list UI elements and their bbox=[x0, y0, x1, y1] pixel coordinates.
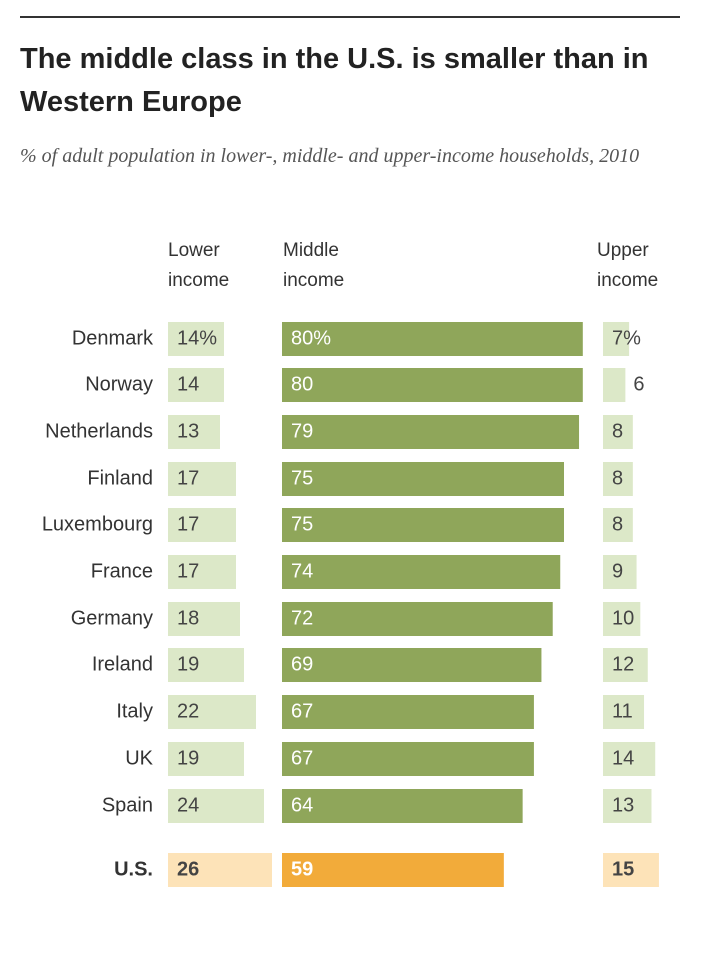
country-label-denmark: Denmark bbox=[72, 327, 154, 349]
lower-income-bar-france bbox=[168, 555, 236, 589]
middle-income-bar-uk bbox=[282, 742, 534, 776]
middle-income-label-luxembourg: 75 bbox=[291, 513, 313, 535]
upper-income-bar-uk bbox=[603, 742, 656, 776]
chart-subtitle: % of adult population in lower-, middle-… bbox=[20, 145, 640, 167]
upper-income-bar-italy bbox=[603, 695, 645, 729]
upper-income-bar-finland bbox=[603, 462, 633, 496]
upper-income-bar-france bbox=[603, 555, 637, 589]
lower-income-label-spain: 24 bbox=[177, 794, 199, 816]
chart-title: The middle class in the U.S. is smaller … bbox=[20, 43, 649, 118]
country-label-germany: Germany bbox=[71, 607, 153, 629]
middle-income-bar-finland bbox=[282, 462, 564, 496]
lower-income-label-u-s: 26 bbox=[177, 858, 199, 880]
upper-income-label-uk: 14 bbox=[612, 747, 634, 769]
upper-income-bar-ireland bbox=[603, 648, 648, 682]
lower-income-bar-netherlands bbox=[168, 415, 220, 449]
lower-income-bar-ireland bbox=[168, 648, 244, 682]
upper-income-bar-spain bbox=[603, 789, 652, 823]
country-label-uk: UK bbox=[125, 747, 153, 769]
lower-income-bar-italy bbox=[168, 695, 256, 729]
top-rule bbox=[20, 16, 680, 18]
country-label-france: France bbox=[91, 560, 153, 582]
upper-income-label-italy: 11 bbox=[612, 700, 633, 722]
lower-income-label-italy: 22 bbox=[177, 700, 199, 722]
upper-income-bar-germany bbox=[603, 602, 641, 636]
middle-income-bar-germany bbox=[282, 602, 553, 636]
upper-income-bar-luxembourg bbox=[603, 508, 633, 542]
lower-income-label-ireland: 19 bbox=[177, 653, 199, 675]
middle-income-bar-norway bbox=[282, 368, 583, 402]
lower-income-label-luxembourg: 17 bbox=[177, 513, 199, 535]
middle-income-bar-ireland bbox=[282, 648, 542, 682]
country-label-norway: Norway bbox=[85, 373, 153, 395]
middle-income-label-denmark: 80% bbox=[291, 327, 331, 349]
middle-income-bar-denmark bbox=[282, 322, 583, 356]
upper-income-bar-u-s bbox=[603, 853, 659, 887]
upper-income-label-netherlands: 8 bbox=[612, 420, 623, 442]
middle-income-bar-u-s bbox=[282, 853, 504, 887]
upper-income-label-luxembourg: 8 bbox=[612, 513, 623, 535]
middle-income-header: Middle income bbox=[283, 240, 345, 291]
upper-income-label-denmark: 7% bbox=[612, 327, 641, 349]
upper-income-bar-norway bbox=[603, 368, 626, 402]
upper-income-label-germany: 10 bbox=[612, 607, 634, 629]
lower-income-label-denmark: 14% bbox=[177, 327, 217, 349]
country-label-finland: Finland bbox=[87, 467, 153, 489]
upper-income-label-norway: 6 bbox=[633, 373, 644, 395]
upper-income-label-u-s: 15 bbox=[612, 858, 634, 880]
middle-income-bar-italy bbox=[282, 695, 534, 729]
upper-income-label-finland: 8 bbox=[612, 467, 623, 489]
lower-income-label-finland: 17 bbox=[177, 467, 199, 489]
middle-income-label-germany: 72 bbox=[291, 607, 313, 629]
country-label-ireland: Ireland bbox=[92, 653, 153, 675]
upper-income-bar-netherlands bbox=[603, 415, 633, 449]
upper-income-header: Upper income bbox=[597, 240, 659, 291]
middle-income-label-ireland: 69 bbox=[291, 653, 313, 675]
country-label-italy: Italy bbox=[116, 700, 153, 722]
middle-income-label-netherlands: 79 bbox=[291, 420, 313, 442]
middle-income-label-norway: 80 bbox=[291, 373, 313, 395]
lower-income-bar-denmark bbox=[168, 322, 224, 356]
middle-income-bar-france bbox=[282, 555, 561, 589]
lower-income-label-germany: 18 bbox=[177, 607, 199, 629]
middle-income-label-u-s: 59 bbox=[291, 858, 313, 880]
lower-income-bar-spain bbox=[168, 789, 264, 823]
middle-income-label-finland: 75 bbox=[291, 467, 313, 489]
upper-income-label-ireland: 12 bbox=[612, 653, 634, 675]
lower-income-bar-germany bbox=[168, 602, 240, 636]
lower-income-label-norway: 14 bbox=[177, 373, 199, 395]
lower-income-bar-u-s bbox=[168, 853, 272, 887]
upper-income-label-spain: 13 bbox=[612, 794, 634, 816]
upper-income-bar-denmark bbox=[603, 322, 630, 356]
lower-income-header: Lower income bbox=[168, 240, 230, 291]
country-label-luxembourg: Luxembourg bbox=[42, 513, 153, 535]
middle-income-label-uk: 67 bbox=[291, 747, 313, 769]
lower-income-bar-luxembourg bbox=[168, 508, 236, 542]
lower-income-label-netherlands: 13 bbox=[177, 420, 199, 442]
lower-income-bar-uk bbox=[168, 742, 244, 776]
middle-income-label-france: 74 bbox=[291, 560, 313, 582]
upper-income-label-france: 9 bbox=[612, 560, 623, 582]
lower-income-bar-finland bbox=[168, 462, 236, 496]
middle-income-bar-luxembourg bbox=[282, 508, 564, 542]
middle-income-label-spain: 64 bbox=[291, 794, 313, 816]
lower-income-label-uk: 19 bbox=[177, 747, 199, 769]
lower-income-label-france: 17 bbox=[177, 560, 199, 582]
middle-income-label-italy: 67 bbox=[291, 700, 313, 722]
country-label-spain: Spain bbox=[102, 794, 153, 816]
country-label-u-s: U.S. bbox=[114, 858, 153, 880]
middle-income-bar-netherlands bbox=[282, 415, 580, 449]
lower-income-bar-norway bbox=[168, 368, 224, 402]
middle-income-bar-spain bbox=[282, 789, 523, 823]
country-label-netherlands: Netherlands bbox=[45, 420, 153, 442]
